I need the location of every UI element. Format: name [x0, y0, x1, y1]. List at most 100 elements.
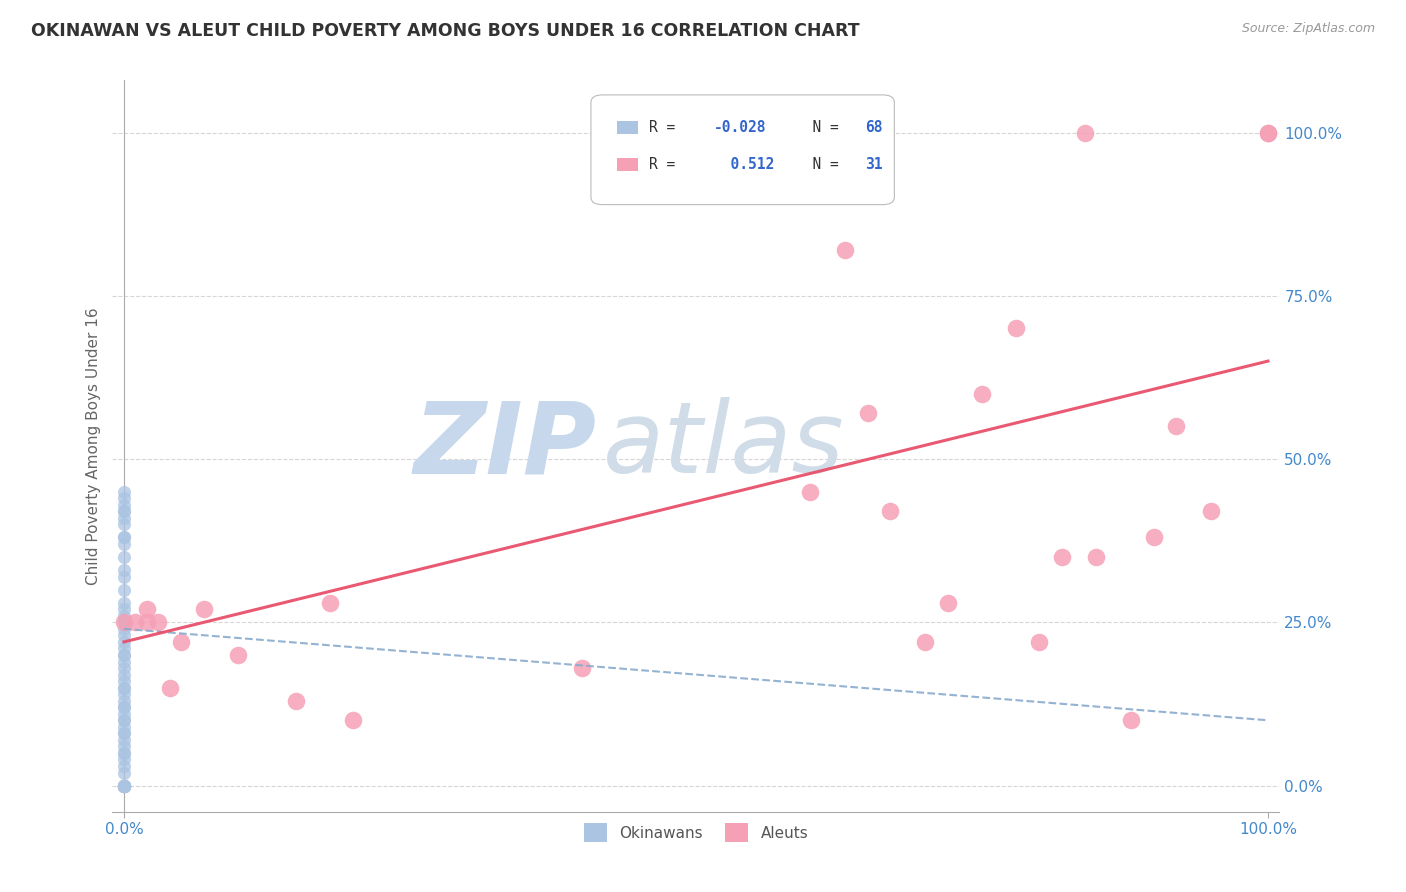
Point — [112, 779, 135, 793]
Point — [112, 779, 135, 793]
Point — [112, 779, 135, 793]
Point — [1142, 530, 1164, 544]
Point — [112, 759, 135, 773]
FancyBboxPatch shape — [591, 95, 894, 204]
Text: R =: R = — [650, 120, 685, 136]
Point — [112, 563, 135, 577]
Point — [112, 779, 135, 793]
Text: ZIP: ZIP — [413, 398, 596, 494]
Point — [879, 504, 901, 518]
Text: N =: N = — [796, 157, 848, 172]
Point — [112, 779, 135, 793]
Point — [112, 706, 135, 721]
Point — [1005, 321, 1028, 335]
Point — [112, 720, 135, 734]
FancyBboxPatch shape — [617, 121, 638, 135]
Point — [112, 628, 135, 642]
Text: atlas: atlas — [603, 398, 844, 494]
Point — [284, 694, 307, 708]
Text: 68: 68 — [865, 120, 883, 136]
Point — [1050, 549, 1073, 564]
Point — [112, 700, 135, 714]
Point — [112, 615, 135, 630]
Point — [112, 582, 135, 597]
Point — [148, 615, 170, 630]
Text: Source: ZipAtlas.com: Source: ZipAtlas.com — [1241, 22, 1375, 36]
Point — [342, 714, 364, 728]
Point — [112, 504, 135, 518]
Point — [112, 714, 135, 728]
Point — [193, 602, 215, 616]
Point — [112, 700, 135, 714]
Point — [112, 779, 135, 793]
Point — [1028, 635, 1050, 649]
Point — [112, 530, 135, 544]
Point — [112, 779, 135, 793]
Point — [112, 726, 135, 740]
Text: 31: 31 — [865, 157, 883, 172]
Point — [970, 386, 993, 401]
Point — [112, 648, 135, 662]
Point — [112, 498, 135, 512]
Point — [1166, 419, 1188, 434]
Point — [112, 491, 135, 506]
Point — [124, 615, 146, 630]
Text: OKINAWAN VS ALEUT CHILD POVERTY AMONG BOYS UNDER 16 CORRELATION CHART: OKINAWAN VS ALEUT CHILD POVERTY AMONG BO… — [31, 22, 859, 40]
Point — [112, 517, 135, 532]
Point — [112, 746, 135, 760]
Point — [228, 648, 250, 662]
Point — [112, 504, 135, 518]
Point — [159, 681, 181, 695]
Y-axis label: Child Poverty Among Boys Under 16: Child Poverty Among Boys Under 16 — [86, 307, 101, 585]
Point — [112, 779, 135, 793]
Point — [112, 714, 135, 728]
Point — [112, 779, 135, 793]
Point — [112, 739, 135, 754]
Point — [112, 779, 135, 793]
Point — [1257, 126, 1279, 140]
Point — [834, 243, 856, 257]
Point — [1199, 504, 1222, 518]
Point — [112, 667, 135, 681]
Point — [112, 674, 135, 689]
Point — [112, 569, 135, 583]
Point — [112, 484, 135, 499]
Point — [914, 635, 936, 649]
Point — [112, 732, 135, 747]
Point — [112, 615, 135, 630]
Point — [1119, 714, 1142, 728]
Point — [112, 779, 135, 793]
Point — [112, 779, 135, 793]
Point — [112, 511, 135, 525]
Point — [112, 549, 135, 564]
Point — [319, 596, 342, 610]
Point — [936, 596, 959, 610]
Text: -0.028: -0.028 — [713, 120, 766, 136]
Point — [112, 779, 135, 793]
Point — [112, 779, 135, 793]
Point — [112, 537, 135, 551]
Point — [112, 641, 135, 656]
Point — [571, 661, 593, 675]
Point — [112, 765, 135, 780]
Point — [112, 530, 135, 544]
Point — [112, 687, 135, 701]
Point — [1085, 549, 1108, 564]
Point — [112, 615, 135, 630]
Point — [112, 655, 135, 669]
Point — [112, 602, 135, 616]
Point — [112, 779, 135, 793]
Point — [135, 602, 157, 616]
Point — [112, 746, 135, 760]
Point — [799, 484, 821, 499]
Point — [112, 596, 135, 610]
Point — [112, 681, 135, 695]
Point — [856, 406, 879, 420]
Point — [1074, 126, 1097, 140]
Point — [135, 615, 157, 630]
Point — [112, 622, 135, 636]
FancyBboxPatch shape — [617, 158, 638, 171]
Point — [112, 681, 135, 695]
Point — [112, 648, 135, 662]
Point — [112, 608, 135, 623]
